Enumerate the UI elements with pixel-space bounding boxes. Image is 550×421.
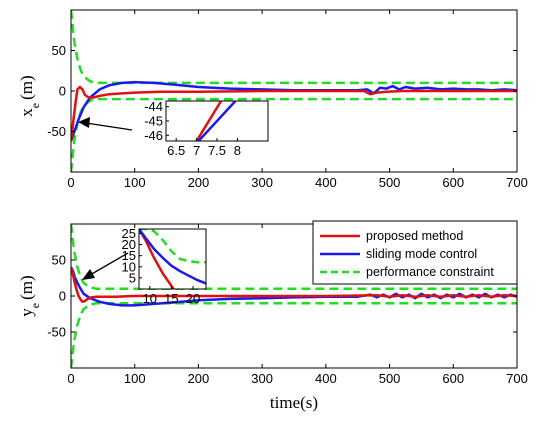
y-axis-label-bottom: ye(m) (17, 275, 42, 316)
series-constraint-top-0 (71, 10, 517, 85)
x-tick-label-top: 700 (506, 175, 528, 190)
x-tick-label-top: 500 (379, 175, 401, 190)
inset-y-tick-label-bottom: 15 (122, 248, 136, 263)
x-tick-label-bottom: 0 (67, 371, 74, 386)
inset-y-tick-label-bottom: 25 (122, 226, 136, 241)
series-smc-bottom-2 (71, 266, 517, 307)
y-tick-label-bottom: 0 (59, 289, 66, 304)
inset-x-tick-label-bottom: 10 (143, 291, 157, 306)
y-tick-label-top: 0 (59, 84, 66, 99)
legend-label-proposed: proposed method (366, 229, 463, 243)
x-tick-label-bottom: 600 (442, 371, 464, 386)
inset-x-tick-label-bottom: 20 (186, 291, 200, 306)
x-tick-label-top: 0 (67, 175, 74, 190)
inset-series-constraint-bottom-0 (139, 229, 206, 264)
y-tick-label-bottom: 50 (52, 253, 66, 268)
x-tick-label-bottom: 700 (506, 371, 528, 386)
inset-x-tick-label-top: 6.5 (167, 143, 185, 158)
series-proposed-bottom-3 (71, 266, 517, 304)
x-axis-label-bottom: time(s) (270, 393, 318, 412)
x-tick-label-top: 300 (251, 175, 273, 190)
inset-y-tick-label-bottom: 20 (122, 237, 136, 252)
inset-x-tick-label-bottom: 15 (164, 291, 178, 306)
series-constraint-bottom-1 (71, 301, 517, 368)
x-tick-label-bottom: 500 (379, 371, 401, 386)
inset-series-smc-bottom-2 (139, 229, 206, 285)
x-tick-label-top: 100 (124, 175, 146, 190)
series-constraint-bottom-0 (71, 224, 517, 291)
inset-pointer-arrow-bottom (82, 252, 129, 280)
inset-x-tick-label-top: 8 (234, 143, 241, 158)
y-tick-label-top: -50 (47, 124, 66, 139)
inset-x-tick-label-top: 7.5 (208, 143, 226, 158)
inset-x-tick-label-top: 7 (193, 143, 200, 158)
inset-y-tick-label-bottom: 5 (129, 270, 136, 285)
inset-y-tick-label-bottom: 10 (122, 259, 136, 274)
y-axis-label-top: xe(m) (17, 75, 42, 116)
inset-top: 6.5 7 7.5 8 -44-45-46 (144, 99, 269, 158)
x-tick-label-top: 400 (315, 175, 337, 190)
inset-pointer-arrow-top (78, 117, 133, 131)
x-tick-label-top: 600 (442, 175, 464, 190)
inset-series-proposed-top-0 (195, 101, 223, 141)
legend: proposed method sliding mode control per… (312, 220, 518, 285)
x-tick-label-bottom: 300 (251, 371, 273, 386)
inset-y-tick-label-top: -46 (144, 128, 163, 143)
series-proposed-top-3 (71, 85, 517, 142)
y-tick-label-top: 50 (52, 43, 66, 58)
legend-label-smc: sliding mode control (366, 247, 477, 261)
x-tick-label-bottom: 400 (315, 371, 337, 386)
inset-series-smc-top-1 (197, 101, 237, 141)
x-tick-label-bottom: 100 (124, 371, 146, 386)
inset-frame-bottom (138, 228, 207, 290)
legend-label-constraint: performance constraint (366, 265, 494, 279)
y-tick-label-bottom: -50 (47, 325, 66, 340)
inset-y-tick-label-top: -44 (144, 99, 163, 114)
inset-y-tick-label-top: -45 (144, 114, 163, 129)
x-tick-label-bottom: 200 (188, 371, 210, 386)
x-tick-label-top: 200 (188, 175, 210, 190)
